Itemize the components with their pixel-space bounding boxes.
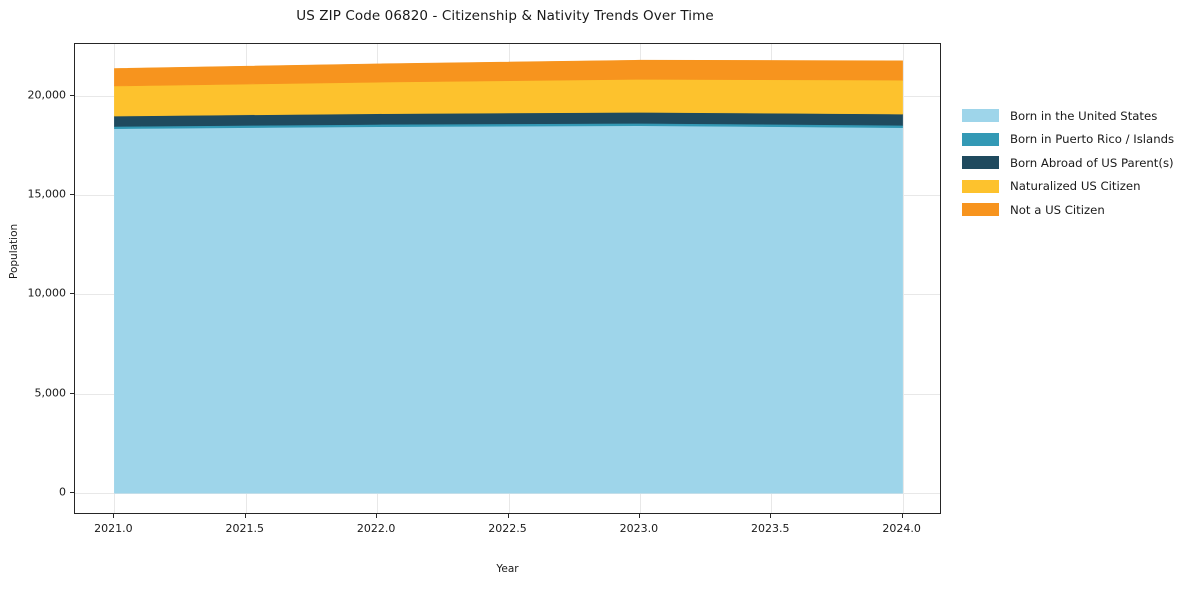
legend-item-label: Born Abroad of US Parent(s) (1010, 155, 1174, 170)
x-axis-tick-mark (901, 514, 903, 518)
legend-item-label: Born in the United States (1010, 108, 1158, 123)
y-axis-tick-mark (70, 94, 74, 96)
legend-item-label: Naturalized US Citizen (1010, 179, 1141, 194)
legend-swatch-icon (962, 156, 999, 170)
legend-item[interactable]: Born Abroad of US Parent(s) (962, 151, 1187, 175)
x-axis-tick-label: 2022.0 (356, 522, 396, 535)
legend-item-label: Not a US Citizen (1010, 202, 1105, 217)
x-axis-tick-label: 2023.5 (750, 522, 790, 535)
legend-item[interactable]: Born in Puerto Rico / Islands (962, 128, 1187, 152)
y-axis-tick-mark (70, 492, 74, 494)
x-axis-tick-mark (507, 514, 509, 518)
plot-inner (75, 44, 940, 513)
area-band (114, 78, 903, 117)
legend-item-label: Born in Puerto Rico / Islands (1010, 132, 1175, 147)
legend-item[interactable]: Naturalized US Citizen (962, 175, 1187, 199)
x-axis-tick-mark (638, 514, 640, 518)
x-axis-tick-label: 2022.5 (488, 522, 527, 535)
x-axis-tick-label: 2023.0 (619, 522, 659, 535)
legend-swatch-icon (962, 132, 999, 146)
x-axis-tick-mark (244, 514, 246, 518)
y-axis-tick-mark (70, 392, 74, 394)
x-axis-tick-label: 2024.0 (882, 522, 921, 535)
y-axis-tick-mark (70, 293, 74, 295)
x-axis-tick-mark (770, 514, 772, 518)
gridline-horizontal (75, 493, 940, 495)
x-axis-tick-label: 2021.5 (225, 522, 265, 535)
legend-item[interactable]: Not a US Citizen (962, 198, 1187, 222)
gridline-vertical (902, 44, 904, 513)
x-axis-tick-mark (113, 514, 115, 518)
y-axis-tick-label: 20,000 (27, 88, 67, 102)
x-axis-label: Year (496, 563, 519, 575)
x-axis-tick-mark (376, 514, 378, 518)
y-axis-label: Population (8, 223, 20, 279)
chart-title: US ZIP Code 06820 - Citizenship & Nativi… (296, 8, 714, 24)
x-axis-tick-label: 2021.0 (94, 522, 133, 535)
legend-swatch-icon (962, 109, 999, 123)
area-band (114, 125, 903, 494)
y-axis-tick-label: 0 (59, 485, 66, 499)
y-axis-tick-mark (70, 194, 74, 196)
legend-item[interactable]: Born in the United States (962, 104, 1187, 128)
y-axis-tick-label: 10,000 (27, 286, 67, 300)
stacked-area-series (114, 59, 903, 494)
plot-area (74, 43, 941, 514)
area-band (114, 59, 903, 87)
legend-swatch-icon (962, 203, 999, 217)
chart-legend: Born in the United States Born in Puerto … (962, 104, 1187, 222)
legend-swatch-icon (962, 179, 999, 193)
y-axis-tick-label: 5,000 (34, 386, 67, 400)
y-axis-tick-label: 15,000 (27, 187, 67, 201)
